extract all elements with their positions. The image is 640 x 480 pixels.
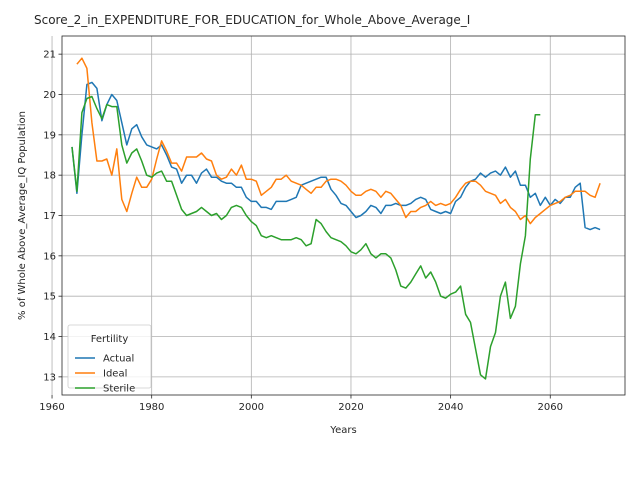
- y-tick-label: 14: [43, 332, 56, 343]
- y-tick-label: 20: [43, 90, 56, 101]
- y-axis-ticks: 13 14 15 16 17 18 19 20 21: [43, 50, 62, 383]
- series-lines: [71, 57, 601, 380]
- series-line-ideal: [76, 57, 601, 225]
- x-tick-label: 2020: [338, 402, 363, 413]
- legend-title: Fertility: [91, 334, 129, 345]
- chart-title: Score_2_in_EXPENDITURE_FOR_EDUCATION_for…: [34, 13, 470, 27]
- x-tick-label: 1980: [139, 402, 164, 413]
- grid: [51, 36, 625, 395]
- y-tick-label: 17: [43, 211, 56, 222]
- y-tick-label: 18: [43, 171, 56, 182]
- y-tick-label: 19: [43, 130, 56, 141]
- y-tick-label: 21: [43, 50, 56, 61]
- x-tick-label: 2040: [438, 402, 463, 413]
- y-tick-label: 16: [43, 251, 56, 262]
- x-tick-label: 1960: [39, 402, 64, 413]
- y-tick-label: 15: [43, 292, 56, 303]
- x-axis-ticks: 1960 1980 2000 2020 2040 2060: [39, 395, 563, 413]
- y-tick-label: 13: [43, 372, 56, 383]
- x-tick-label: 2000: [239, 402, 264, 413]
- legend-items: Actual Ideal Sterile: [75, 354, 135, 395]
- legend-label-ideal: Ideal: [103, 369, 127, 380]
- legend-label-actual: Actual: [103, 354, 134, 365]
- y-axis-label: % of Whole Above_Average_IQ Population: [17, 111, 28, 320]
- series-line-sterile: [71, 95, 541, 380]
- x-axis-label: Years: [329, 425, 356, 436]
- legend: Fertility Actual Ideal Sterile: [67, 324, 152, 395]
- x-tick-label: 2060: [538, 402, 563, 413]
- legend-label-sterile: Sterile: [103, 384, 135, 395]
